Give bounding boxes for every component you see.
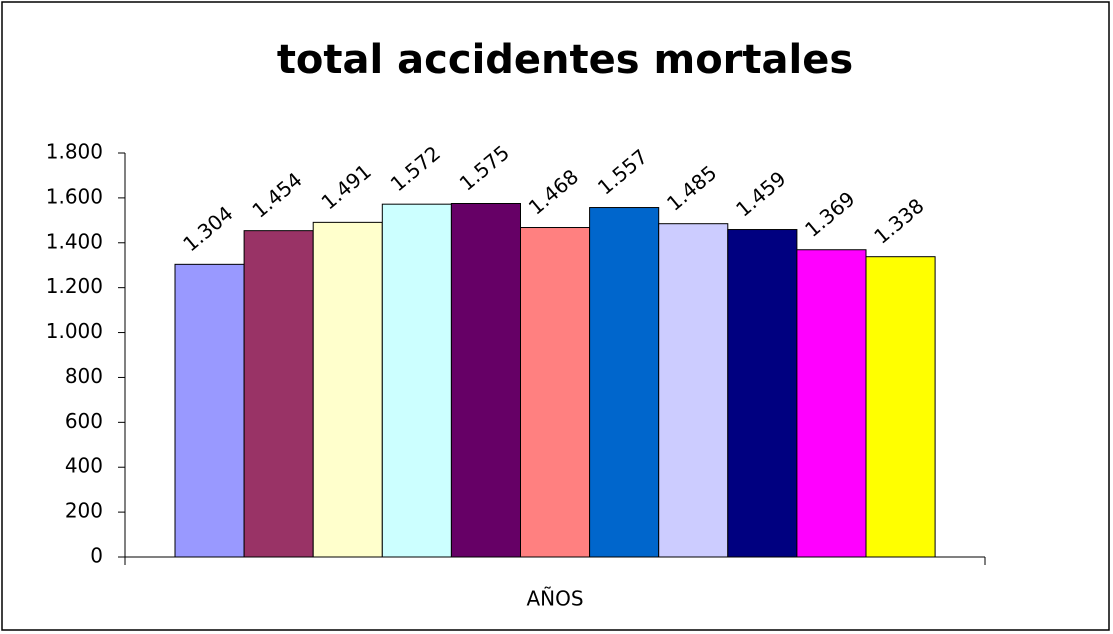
x-tick-label: AÑOS	[527, 587, 584, 611]
y-tick-label: 1.200	[46, 274, 103, 298]
y-tick-label: 1.600	[46, 184, 103, 208]
y-tick-label: 600	[65, 409, 103, 433]
bar	[243, 230, 314, 558]
bar	[174, 263, 245, 558]
bar	[381, 203, 452, 558]
bar	[727, 229, 798, 558]
y-tick-label: 200	[65, 499, 103, 523]
bar	[796, 249, 867, 558]
bar	[589, 207, 660, 558]
y-tick-label: 1.400	[46, 229, 103, 253]
y-tick-label: 1.000	[46, 319, 103, 343]
bar	[520, 227, 591, 558]
bar	[865, 256, 936, 558]
y-tick-label: 400	[65, 454, 103, 478]
y-tick-label: 800	[65, 364, 103, 388]
y-tick-label: 1.800	[46, 140, 103, 164]
bar	[658, 223, 729, 558]
bar	[312, 221, 383, 558]
y-tick-label: 0	[90, 544, 103, 568]
chart-title: total accidentes mortales	[277, 37, 853, 83]
bar	[450, 203, 521, 558]
